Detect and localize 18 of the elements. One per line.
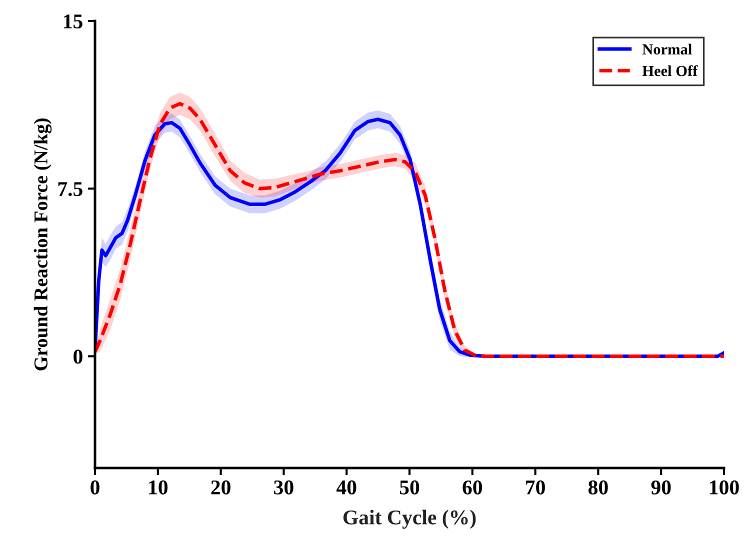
x-tick-label: 100 (710, 480, 739, 494)
legend-label: Normal (642, 44, 692, 55)
y-tick-label: 15 (64, 14, 82, 28)
x-tick-label: 60 (462, 480, 482, 494)
y-axis-title: Ground Reaction Force (N/kg) (34, 118, 52, 370)
x-tick-label: 0 (90, 480, 100, 494)
x-tick-label: 70 (526, 480, 545, 494)
x-tick-label: 50 (400, 480, 420, 494)
x-tick-label: 40 (336, 480, 356, 494)
x-tick-label: 80 (588, 480, 608, 494)
y-tick-label: 0 (74, 350, 82, 364)
legend-label: Heel Off (642, 65, 698, 76)
x-tick-label: 20 (211, 480, 230, 494)
x-tick-label: 90 (651, 480, 671, 494)
x-axis-title: Gait Cycle (%) (343, 510, 476, 529)
x-tick-label: 10 (149, 480, 168, 494)
y-tick-label: 7.5 (58, 182, 82, 196)
x-tick-label: 30 (274, 480, 294, 494)
